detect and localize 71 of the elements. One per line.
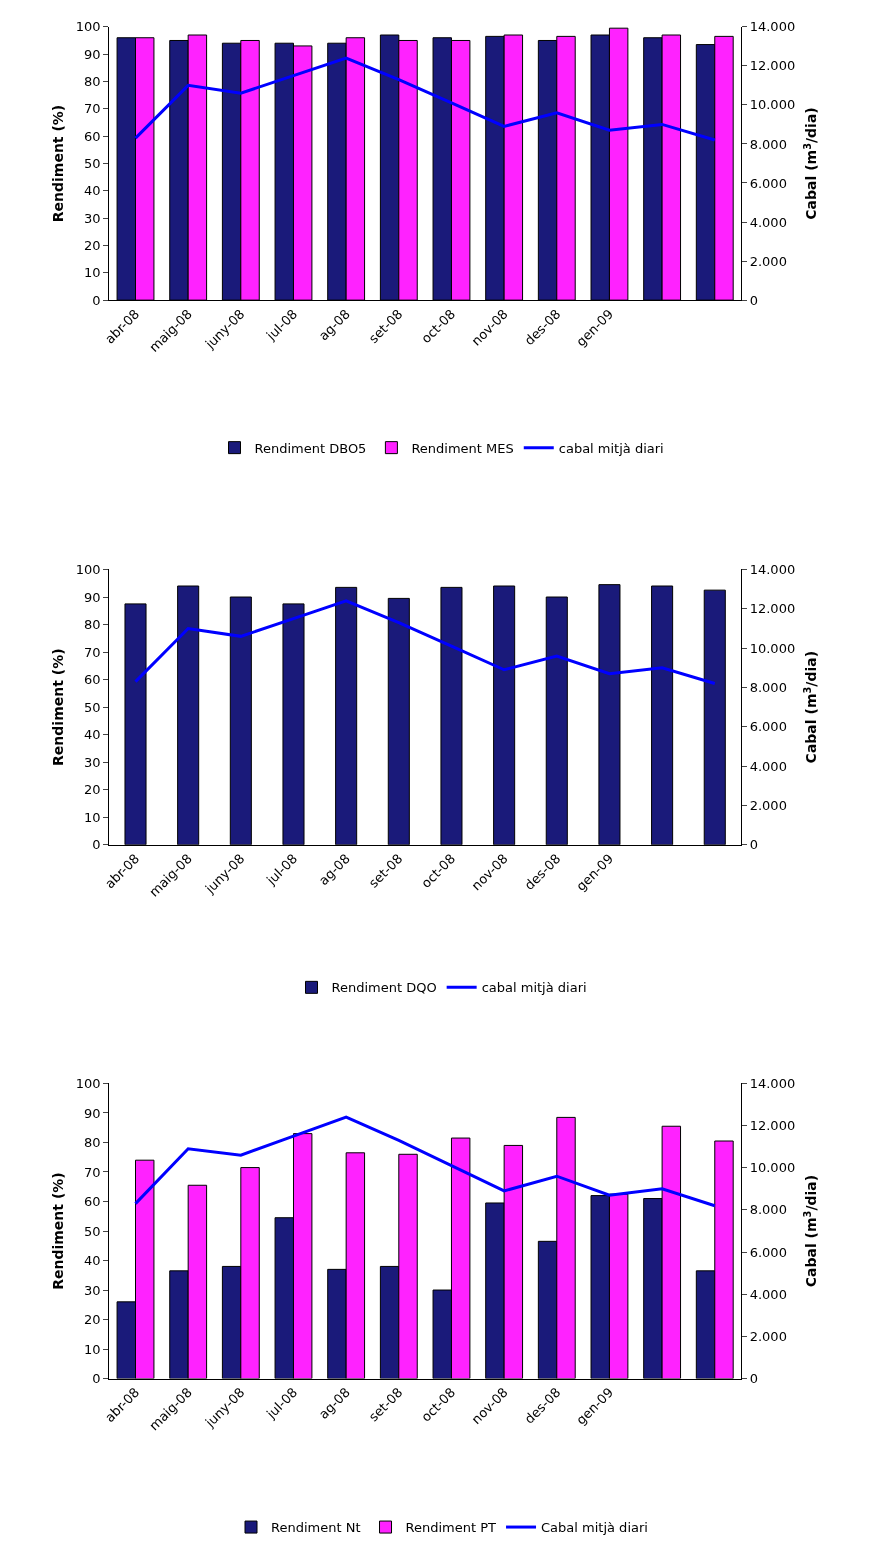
legend-label: Rendiment MES xyxy=(411,440,514,456)
line-series xyxy=(134,599,717,686)
y-tick-label: 10 xyxy=(84,1341,101,1357)
y-tick-label: 10 xyxy=(84,809,101,825)
y2-tick-label: 6.000 xyxy=(749,1244,787,1260)
y2-tick-label: 2.000 xyxy=(749,798,787,814)
y-tick-label: 80 xyxy=(84,74,101,90)
y-tick-label: 20 xyxy=(84,782,101,798)
y2-tick-label: 0 xyxy=(749,1371,758,1387)
y-tick-label: 100 xyxy=(75,1076,101,1091)
y2-tick-label: 2.000 xyxy=(749,1328,787,1344)
y2-tick-label: 14.000 xyxy=(749,19,796,35)
y-tick-label: 50 xyxy=(84,156,101,172)
y2-tick-label: 14.000 xyxy=(749,1076,796,1091)
y2-tick-label: 2.000 xyxy=(749,253,787,269)
y2-tick-label: 8.000 xyxy=(749,136,787,152)
y-tick-label: 20 xyxy=(84,1312,101,1328)
y2-tick-label: 8.000 xyxy=(749,680,787,696)
legend-label: cabal mitjà diari xyxy=(481,980,587,996)
y2-tick-label: 8.000 xyxy=(749,1202,787,1218)
y-tick-label: 80 xyxy=(84,617,101,633)
y-tick-label: 70 xyxy=(84,644,101,660)
y2-tick-label: 0 xyxy=(749,837,758,853)
y-tick-label: 10 xyxy=(84,265,101,281)
y2-tick-label: 4.000 xyxy=(749,758,787,774)
y2-tick-label: 10.000 xyxy=(749,97,796,113)
line-series xyxy=(134,1115,717,1208)
y2-tick-label: 0 xyxy=(749,292,758,308)
y-tick-label: 40 xyxy=(84,1253,101,1269)
y-tick-label: 60 xyxy=(84,128,101,144)
y-tick-label: 40 xyxy=(84,727,101,743)
y-tick-label: 60 xyxy=(84,1194,101,1210)
y-tick-label: 80 xyxy=(84,1135,101,1151)
y-tick-label: 30 xyxy=(84,754,101,770)
y-axis-title: Rendiment (%) xyxy=(50,648,67,766)
y-tick-label: 30 xyxy=(84,1282,101,1298)
y-axis-title: Rendiment (%) xyxy=(50,104,67,223)
y-tick-label: 70 xyxy=(84,101,101,117)
y-tick-label: 100 xyxy=(75,19,101,35)
y-tick-label: 0 xyxy=(92,837,101,853)
legend-label: Rendiment DBO5 xyxy=(254,440,367,456)
y-tick-label: 90 xyxy=(84,46,101,62)
legend-label: cabal mitjà diari xyxy=(558,440,664,456)
y2-tick-label: 12.000 xyxy=(749,601,796,617)
y2-tick-label: 4.000 xyxy=(749,214,787,230)
y-tick-label: 90 xyxy=(84,1105,101,1121)
y-tick-label: 40 xyxy=(84,183,101,199)
y2-tick-label: 12.000 xyxy=(749,1118,796,1134)
y2-tick-label: 14.000 xyxy=(749,562,796,578)
y-tick-label: 60 xyxy=(84,672,101,688)
y2-tick-label: 12.000 xyxy=(749,58,796,74)
y2-tick-label: 10.000 xyxy=(749,640,796,656)
y-tick-label: 90 xyxy=(84,589,101,605)
legend-label: Cabal mitjà diari xyxy=(541,1520,648,1536)
legend-label: Rendiment DQO xyxy=(331,980,437,996)
y-axis-title: Rendiment (%) xyxy=(50,1172,67,1290)
y-tick-label: 20 xyxy=(84,238,101,254)
y-tick-label: 100 xyxy=(75,562,101,578)
y-tick-label: 0 xyxy=(92,1371,101,1387)
y2-tick-label: 4.000 xyxy=(749,1286,787,1302)
y2-tick-label: 6.000 xyxy=(749,719,787,735)
y-tick-label: 50 xyxy=(84,699,101,715)
y-tick-label: 0 xyxy=(92,292,101,308)
legend-label: Rendiment Nt xyxy=(271,1520,361,1536)
y2-tick-label: 10.000 xyxy=(749,1160,796,1176)
y-tick-label: 50 xyxy=(84,1223,101,1239)
y2-tick-label: 6.000 xyxy=(749,175,787,191)
y-tick-label: 30 xyxy=(84,210,101,226)
line-series xyxy=(134,56,717,142)
y-tick-label: 70 xyxy=(84,1164,101,1180)
legend-label: Rendiment PT xyxy=(405,1520,497,1536)
